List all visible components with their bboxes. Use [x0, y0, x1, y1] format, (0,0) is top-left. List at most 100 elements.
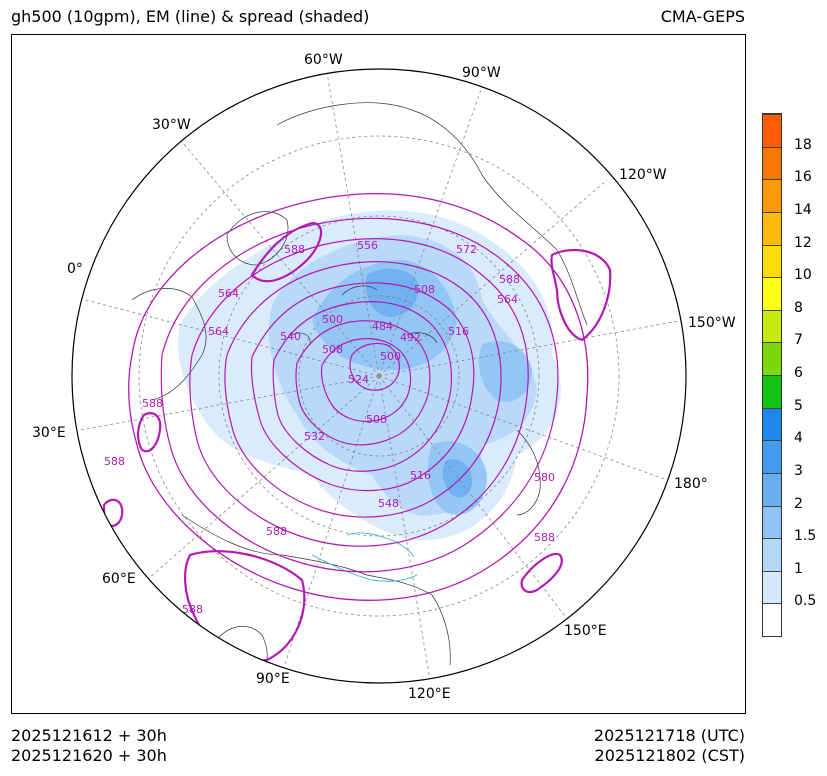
lat-lon-grid	[73, 72, 685, 681]
longitude-label: 150°E	[564, 623, 607, 639]
colorbar-tick-label: 1	[794, 560, 803, 577]
contour-492	[349, 342, 400, 391]
colorbar-tick-label: 1.5	[794, 528, 817, 545]
contour-label: 508	[414, 283, 435, 296]
colorbar-segment	[763, 342, 781, 375]
colorbar-segment	[763, 472, 781, 506]
longitude-label: 150°W	[688, 315, 736, 331]
contour-588-atlantic	[137, 412, 162, 453]
spread-area-strong-east	[478, 341, 532, 402]
colorbar-tick-label: 0.5	[794, 593, 817, 610]
contour-572	[160, 217, 559, 573]
longitude-label: 60°W	[304, 52, 343, 68]
colorbar-segment	[763, 211, 781, 245]
colorbar-segment	[763, 570, 781, 604]
colorbar-tick-label: 12	[794, 234, 812, 251]
coast-asia	[181, 514, 451, 666]
colorbar-segment	[763, 538, 781, 571]
colorbar-segment	[763, 375, 781, 408]
longitude-label-layer: 60°W 90°W 30°W 120°W 0° 150°W 30°E 180° …	[32, 52, 736, 702]
colorbar-tick-label: 3	[794, 462, 803, 479]
longitude-label: 30°W	[152, 117, 191, 133]
contour-label: 484	[372, 320, 393, 333]
colorbar-tick-label: 5	[794, 397, 803, 414]
contour-label: 516	[410, 469, 431, 482]
valid-time-cst: 2025121802 (CST)	[594, 746, 745, 765]
contour-label: 572	[456, 243, 477, 256]
longitude-label: 30°E	[32, 425, 66, 441]
colorbar-tick-label: 8	[794, 299, 803, 316]
contour-label: 588	[499, 273, 520, 286]
colorbar-segment	[763, 277, 781, 310]
colorbar-tick-label: 16	[794, 169, 812, 186]
colorbar-segment	[763, 309, 781, 343]
colorbar-segment	[763, 505, 781, 539]
longitude-label: 120°E	[408, 686, 451, 702]
height-contours	[102, 193, 612, 662]
contour-588-greenland	[250, 221, 323, 283]
contour-label: 548	[378, 497, 399, 510]
contour-label: 564	[497, 293, 518, 306]
contour-label: 524	[348, 373, 369, 386]
colorbar-segment	[763, 179, 781, 212]
coast-north-america	[276, 102, 588, 326]
contour-548	[250, 282, 475, 492]
colorbar-tick-label: 2	[794, 495, 803, 512]
colorbar-tick-label: 7	[794, 332, 803, 349]
colorbar	[762, 113, 782, 637]
longitude-label: 60°E	[102, 571, 136, 587]
map-title: gh500 (10gpm), EM (line) & spread (shade…	[11, 7, 370, 26]
contour-label-layer: 588 556 572 588 564 564 564 508 516 540 …	[104, 239, 555, 616]
colorbar-segment	[763, 114, 781, 147]
spread-area-peak-north	[365, 268, 419, 317]
coast-greenland	[226, 211, 289, 266]
map-frame: 588 556 572 588 564 564 564 508 516 540 …	[11, 34, 746, 714]
longitude-label: 180°	[674, 476, 708, 492]
contour-label: 588	[142, 397, 163, 410]
contour-label: 564	[208, 325, 229, 338]
longitude-label: 0°	[67, 261, 83, 277]
contour-label: 588	[284, 243, 305, 256]
contour-label: 588	[104, 455, 125, 468]
coastlines	[131, 102, 588, 683]
model-name: CMA-GEPS	[660, 7, 745, 26]
colorbar-segment	[763, 146, 781, 180]
contour-label: 516	[448, 325, 469, 338]
contour-label: 492	[400, 331, 421, 344]
river-yellow	[346, 532, 415, 558]
contour-588-west	[102, 498, 124, 528]
longitude-label: 90°W	[462, 65, 501, 81]
contour-588-pacific-south	[520, 552, 563, 594]
contour-label: 540	[280, 330, 301, 343]
contour-588-pacific	[550, 248, 612, 342]
contour-556	[224, 261, 502, 518]
longitude-label: 120°W	[619, 167, 667, 183]
contour-label: 556	[357, 239, 378, 252]
polar-map: 588 556 572 588 564 564 564 508 516 540 …	[32, 52, 736, 702]
contour-588-south	[183, 550, 306, 662]
contour-label: 588	[182, 603, 203, 616]
longitude-label: 90°E	[256, 671, 290, 687]
map-boundary	[71, 68, 687, 684]
colorbar-tick-label: 4	[794, 430, 803, 447]
contour-580	[128, 193, 589, 601]
contour-label: 508	[366, 413, 387, 426]
valid-time-utc: 2025121718 (UTC)	[593, 726, 745, 745]
colorbar-tick-label: 10	[794, 267, 812, 284]
colorbar-segment	[763, 603, 781, 636]
colorbar-segment	[763, 244, 781, 278]
colorbar-tick-label: 14	[794, 201, 812, 218]
colorbar-tick-label: 18	[794, 136, 812, 153]
river-yangtze	[311, 554, 418, 582]
contour-label: 580	[534, 471, 555, 484]
rivers	[311, 532, 418, 582]
colorbar-tick-label: 6	[794, 365, 803, 381]
contour-508	[320, 338, 412, 422]
coast-kamchatka	[516, 429, 541, 516]
colorbar-segment	[763, 407, 781, 441]
contour-label: 588	[266, 525, 287, 538]
contour-label: 564	[218, 287, 239, 300]
contour-540	[272, 301, 453, 472]
contour-564	[189, 238, 529, 547]
init-time-utc: 2025121612 + 30h	[11, 726, 167, 745]
